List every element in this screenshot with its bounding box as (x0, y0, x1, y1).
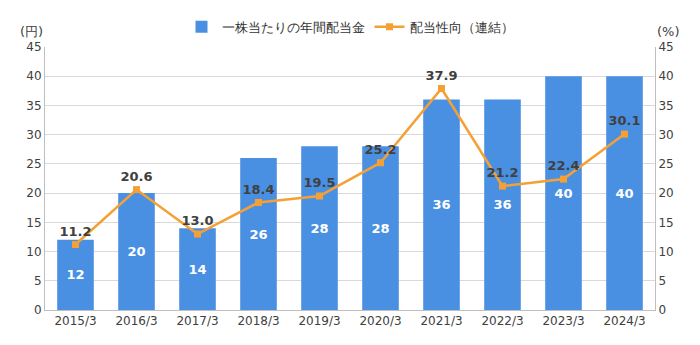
svg-text:11.2: 11.2 (59, 224, 91, 239)
svg-text:(円): (円) (20, 24, 43, 39)
svg-text:2016/3: 2016/3 (115, 314, 157, 328)
svg-text:40: 40 (658, 69, 673, 83)
svg-text:45: 45 (658, 40, 673, 54)
svg-text:14: 14 (188, 262, 206, 277)
svg-text:2024/3: 2024/3 (603, 314, 645, 328)
svg-text:20: 20 (127, 244, 145, 259)
svg-text:2015/3: 2015/3 (54, 314, 96, 328)
svg-text:10: 10 (26, 245, 41, 259)
svg-text:2018/3: 2018/3 (237, 314, 279, 328)
svg-text:配当性向（連結）: 配当性向（連結） (410, 20, 514, 35)
svg-text:15: 15 (26, 216, 41, 230)
svg-text:0: 0 (34, 303, 42, 317)
svg-text:2020/3: 2020/3 (359, 314, 401, 328)
svg-text:一株当たりの年間配当金: 一株当たりの年間配当金 (222, 20, 365, 35)
svg-text:35: 35 (658, 99, 673, 113)
svg-text:35: 35 (26, 99, 41, 113)
svg-text:13.0: 13.0 (181, 213, 213, 228)
svg-text:20.6: 20.6 (120, 169, 152, 184)
svg-text:28: 28 (371, 221, 389, 236)
svg-text:2022/3: 2022/3 (481, 314, 523, 328)
svg-text:2017/3: 2017/3 (176, 314, 218, 328)
svg-text:40: 40 (554, 186, 572, 201)
svg-text:10: 10 (658, 245, 673, 259)
svg-text:21.2: 21.2 (486, 165, 518, 180)
svg-text:2023/3: 2023/3 (542, 314, 584, 328)
svg-text:19.5: 19.5 (303, 175, 335, 190)
svg-text:(%): (%) (657, 24, 680, 39)
svg-text:36: 36 (493, 197, 511, 212)
svg-text:5: 5 (658, 274, 666, 288)
svg-text:20: 20 (26, 186, 41, 200)
svg-text:30: 30 (26, 128, 41, 142)
svg-text:30: 30 (658, 128, 673, 142)
svg-text:25: 25 (26, 157, 41, 171)
svg-text:26: 26 (249, 227, 267, 242)
svg-text:40: 40 (26, 69, 41, 83)
svg-text:25: 25 (658, 157, 673, 171)
svg-text:2021/3: 2021/3 (420, 314, 462, 328)
svg-text:28: 28 (310, 221, 328, 236)
svg-text:18.4: 18.4 (242, 182, 274, 197)
svg-text:12: 12 (66, 267, 84, 282)
svg-text:20: 20 (658, 186, 673, 200)
svg-text:40: 40 (615, 186, 633, 201)
svg-text:36: 36 (432, 197, 450, 212)
svg-text:25.2: 25.2 (364, 142, 396, 157)
svg-text:30.1: 30.1 (608, 113, 640, 128)
svg-text:37.9: 37.9 (425, 68, 457, 83)
svg-text:2019/3: 2019/3 (298, 314, 340, 328)
svg-text:0: 0 (658, 303, 666, 317)
svg-text:5: 5 (34, 274, 42, 288)
svg-text:22.4: 22.4 (547, 158, 579, 173)
svg-text:45: 45 (26, 40, 41, 54)
svg-text:15: 15 (658, 216, 673, 230)
